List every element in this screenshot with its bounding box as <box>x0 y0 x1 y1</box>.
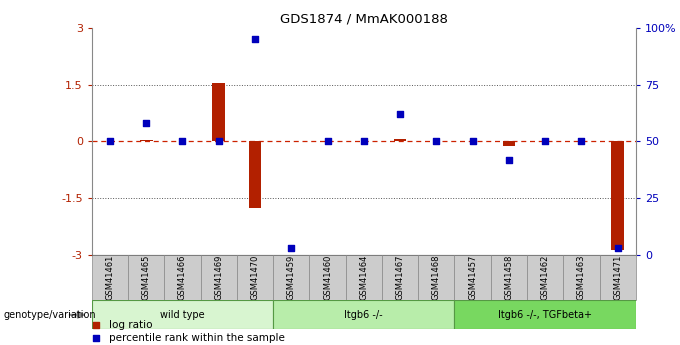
Point <box>540 139 551 144</box>
Point <box>394 111 405 117</box>
Bar <box>140 139 152 141</box>
Point <box>177 139 188 144</box>
Bar <box>165 255 201 300</box>
Text: Itgb6 -/-, TGFbeta+: Itgb6 -/-, TGFbeta+ <box>498 310 592 320</box>
Text: genotype/variation: genotype/variation <box>3 310 96 320</box>
Point <box>503 157 514 162</box>
Text: GSM41464: GSM41464 <box>359 255 369 300</box>
Text: GSM41466: GSM41466 <box>178 255 187 300</box>
Point <box>105 139 116 144</box>
Text: GSM41461: GSM41461 <box>105 255 114 300</box>
Point <box>467 139 478 144</box>
Bar <box>92 300 273 329</box>
Bar <box>212 82 225 141</box>
Bar <box>92 255 128 300</box>
Bar <box>454 300 636 329</box>
Text: GSM41469: GSM41469 <box>214 255 223 300</box>
Bar <box>309 255 345 300</box>
Point <box>214 139 224 144</box>
Point <box>576 139 587 144</box>
Text: GSM41458: GSM41458 <box>505 255 513 300</box>
Text: GSM41463: GSM41463 <box>577 255 586 300</box>
Point <box>358 139 369 144</box>
Bar <box>273 300 454 329</box>
Bar <box>563 255 600 300</box>
Point <box>286 246 296 251</box>
Bar <box>382 255 418 300</box>
Bar <box>503 141 515 146</box>
Bar <box>201 255 237 300</box>
Bar <box>527 255 563 300</box>
Point <box>307 285 318 290</box>
Text: wild type: wild type <box>160 310 205 320</box>
Point <box>307 164 318 169</box>
Text: Itgb6 -/-: Itgb6 -/- <box>345 310 383 320</box>
Bar <box>249 141 261 208</box>
Text: GSM41460: GSM41460 <box>323 255 332 300</box>
Bar <box>600 255 636 300</box>
Text: GSM41470: GSM41470 <box>250 255 260 300</box>
Point <box>322 139 333 144</box>
Bar <box>611 141 624 250</box>
Point <box>250 36 260 42</box>
Text: GSM41471: GSM41471 <box>613 255 622 300</box>
Text: GSM41457: GSM41457 <box>468 255 477 300</box>
Bar <box>128 255 165 300</box>
Bar <box>418 255 454 300</box>
Text: log ratio: log ratio <box>109 320 152 330</box>
Text: GSM41459: GSM41459 <box>287 255 296 300</box>
Bar <box>454 255 491 300</box>
Text: percentile rank within the sample: percentile rank within the sample <box>109 334 284 343</box>
Point <box>612 246 623 251</box>
Point <box>431 139 442 144</box>
Bar <box>394 139 407 141</box>
Bar <box>491 255 527 300</box>
Text: GSM41467: GSM41467 <box>396 255 405 300</box>
Text: GSM41468: GSM41468 <box>432 255 441 300</box>
Text: GSM41465: GSM41465 <box>141 255 151 300</box>
Bar <box>273 255 309 300</box>
Title: GDS1874 / MmAK000188: GDS1874 / MmAK000188 <box>280 12 447 25</box>
Text: GSM41462: GSM41462 <box>541 255 549 300</box>
Bar <box>237 255 273 300</box>
Point <box>141 120 152 126</box>
Bar <box>345 255 382 300</box>
